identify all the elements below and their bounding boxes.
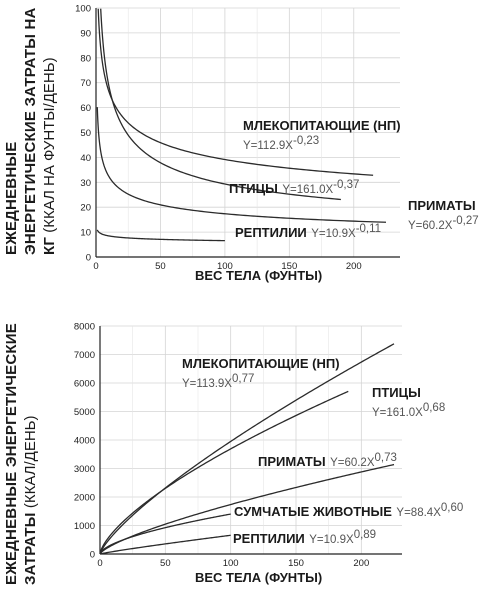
series-exponent: -0,23 — [292, 135, 320, 147]
series-equation: Y=60.2X — [408, 220, 453, 232]
series-name: МЛЕКОПИТАЮЩИЕ (НП) — [243, 118, 401, 133]
y-tick-label: 30 — [80, 178, 91, 189]
y-axis-label-line: ЕЖЕДНЕВНЫЕ — [2, 7, 21, 255]
y-axis-label-line: КГ (ККАЛ НА ФУНТЫ/ДЕНЬ) — [40, 7, 59, 255]
x-axis-label: ВЕС ТЕЛА (ФУНТЫ) — [195, 268, 323, 283]
x-tick-label: 200 — [346, 261, 362, 272]
series-exponent: -0,27 — [452, 215, 479, 227]
y-tick-label: 0 — [86, 253, 91, 264]
y-tick-label: 2000 — [74, 493, 95, 504]
chart-panel-2: 0 1000 2000 3000 4000 5000 6000 7000 8000 0 50 100 1… — [74, 322, 402, 569]
x-tick-label: 100 — [217, 261, 233, 272]
y-axis-label-unit: (ККАЛ НА ФУНТЫ/ДЕНЬ) — [41, 57, 58, 233]
series-equation: Y=88.4X — [396, 507, 441, 519]
y-tick-label: 20 — [80, 203, 91, 214]
y-tick-label: 40 — [80, 153, 91, 164]
series-annotation: ПТИЦЫ Y=161.0X-0,37 — [229, 179, 359, 198]
y-tick-label: 0 — [90, 550, 95, 561]
x-axis-label: ВЕС ТЕЛА (ФУНТЫ) — [195, 570, 323, 585]
y-tick-label: 80 — [80, 53, 91, 64]
series-annotation: ПРИМАТЫ Y=60.2X-0,27 — [408, 197, 479, 234]
series-equation: Y=10.9X — [311, 228, 356, 240]
y-axis-label-bold: ЕЖЕДНЕВНЫЕ — [3, 141, 20, 255]
y-tick-label: 6000 — [74, 379, 95, 390]
y-axis-label: ЕЖЕДНЕВНЫЕ ЭНЕРГЕТИЧЕСКИЕ ЗАТРАТЫ (ККАЛ/Д… — [2, 323, 40, 585]
y-tick-label: 90 — [80, 28, 91, 39]
y-axis-label-line: ЭНЕРГЕТИЧЕСКИЕ ЗАТРАТЫ НА — [21, 7, 40, 255]
y-tick-label: 1000 — [74, 521, 95, 532]
series-name: ПРИМАТЫ — [258, 454, 326, 469]
series-annotation: ПТИЦЫ Y=161.0X0,68 — [372, 384, 445, 421]
y-tick-label: 50 — [80, 128, 91, 139]
series-line-2-5 — [99, 534, 231, 555]
x-tick-label: 150 — [288, 558, 304, 569]
series-exponent: 0,68 — [422, 402, 446, 414]
y-axis-label-bold: ЭНЕРГЕТИЧЕСКИЕ ЗАТРАТЫ НА — [22, 7, 39, 255]
y-axis-label-unit: (ККАЛ/ДЕНЬ) — [22, 415, 39, 509]
series-line-1-2 — [100, 8, 341, 201]
y-tick-label: 60 — [80, 103, 91, 114]
series-equation: Y=112.9X — [243, 140, 293, 152]
y-tick-label: 4000 — [74, 436, 95, 447]
series-name: СУМЧАТЫЕ ЖИВОТНЫЕ — [234, 504, 392, 519]
y-tick-label: 70 — [80, 78, 91, 89]
y-axis-label-bold: ЗАТРАТЫ — [22, 512, 39, 585]
series-line-2-3 — [99, 463, 395, 555]
series-exponent: -0,11 — [355, 223, 382, 235]
x-tick-label: 0 — [97, 558, 102, 569]
series-line-1-4 — [96, 229, 225, 242]
x-tick-label: 0 — [93, 261, 98, 272]
series-exponent: 0,77 — [231, 373, 255, 385]
x-tick-label: 100 — [223, 558, 239, 569]
series-annotation: СУМЧАТЫЕ ЖИВОТНЫЕ Y=88.4X0,60 — [234, 502, 463, 521]
series-equation: Y=161.0X — [282, 184, 334, 196]
series-annotation: РЕПТИЛИИ Y=10.9X0,89 — [233, 529, 376, 548]
chart-panel-1: 0 10 20 30 40 50 60 70 80 90 100 0 50 100 150 200 — [75, 4, 400, 272]
series-annotation: ПРИМАТЫ Y=60.2X0,73 — [258, 452, 397, 471]
x-tick-label: 50 — [160, 558, 171, 569]
series-name: ПРИМАТЫ — [408, 198, 476, 213]
y-axis-label-line: ЕЖЕДНЕВНЫЕ ЭНЕРГЕТИЧЕСКИЕ — [2, 323, 21, 585]
y-axis-label-bold: КГ — [41, 236, 58, 255]
series-line-2-4 — [99, 513, 231, 555]
x-tick-label: 150 — [281, 261, 297, 272]
series-name: ПТИЦЫ — [372, 385, 421, 400]
series-line-1-1 — [97, 8, 374, 176]
y-tick-label: 10 — [80, 228, 91, 239]
series-equation: Y=113.9X — [182, 378, 232, 390]
x-tick-label: 50 — [155, 261, 166, 272]
y-axis-label: ЕЖЕДНЕВНЫЕ ЭНЕРГЕТИЧЕСКИЕ ЗАТРАТЫ НА КГ (К… — [2, 7, 59, 255]
series-name: РЕПТИЛИИ — [233, 531, 305, 546]
series-exponent: 0,60 — [440, 502, 464, 514]
series-annotation: МЛЕКОПИТАЮЩИЕ (НП) Y=113.9X0,77 — [182, 355, 340, 392]
y-tick-label: 8000 — [74, 322, 95, 333]
series-exponent: 0,73 — [374, 452, 397, 464]
y-tick-label: 7000 — [74, 350, 95, 361]
y-tick-label: 3000 — [74, 464, 95, 475]
y-tick-label: 5000 — [74, 407, 95, 418]
series-line-2-2 — [99, 390, 349, 555]
series-line-1-3 — [96, 106, 387, 223]
series-equation: Y=161.0X — [372, 407, 423, 419]
y-axis-label-line: ЗАТРАТЫ (ККАЛ/ДЕНЬ) — [21, 323, 40, 586]
series-exponent: 0,89 — [353, 529, 377, 541]
series-name: РЕПТИЛИИ — [235, 225, 307, 240]
series-exponent: -0,37 — [333, 179, 360, 191]
series-annotation: МЛЕКОПИТАЮЩИЕ (НП) Y=112.9X-0,23 — [243, 117, 401, 154]
x-tick-label: 200 — [353, 558, 369, 569]
series-name: МЛЕКОПИТАЮЩИЕ (НП) — [182, 356, 340, 371]
series-line-2-1 — [99, 343, 395, 555]
series-equation: Y=10.9X — [309, 534, 354, 546]
series-equation: Y=60.2X — [330, 457, 375, 469]
y-tick-label: 100 — [75, 4, 91, 15]
y-axis-label-bold: ЕЖЕДНЕВНЫЕ ЭНЕРГЕТИЧЕСКИЕ — [3, 323, 20, 585]
series-name: ПТИЦЫ — [229, 181, 278, 196]
series-annotation: РЕПТИЛИИ Y=10.9X-0,11 — [235, 223, 381, 242]
